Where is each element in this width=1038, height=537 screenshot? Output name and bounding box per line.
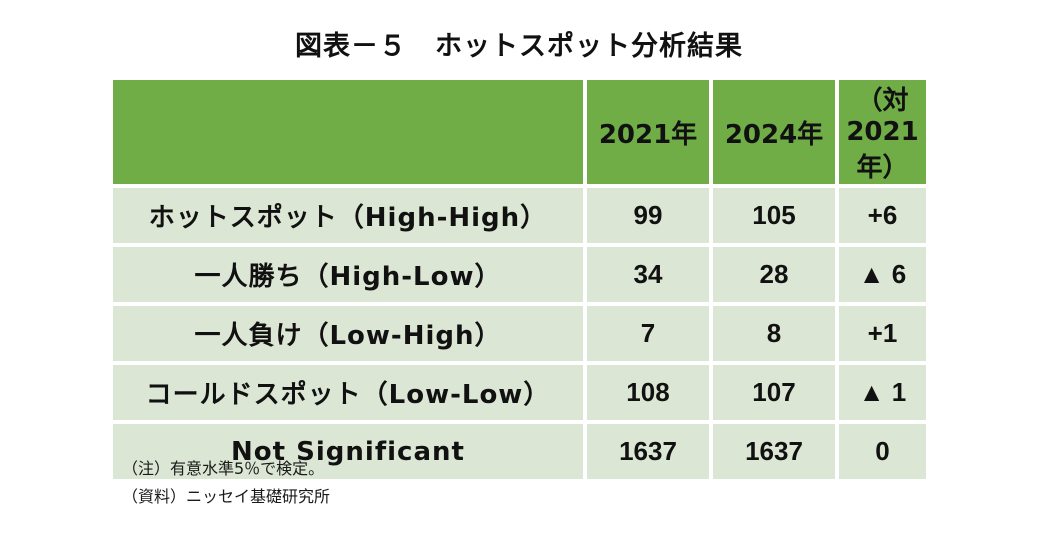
- figure-title: 図表－５ ホットスポット分析結果: [295, 31, 743, 62]
- cell-2021: 7: [587, 306, 709, 361]
- table-row: ホットスポット（High-High） 99 105 +6: [113, 188, 926, 243]
- cell-2024: 1637: [713, 424, 835, 479]
- table-row: 一人負け（Low-High） 7 8 +1: [113, 306, 926, 361]
- row-label: コールドスポット（Low-Low）: [113, 365, 583, 420]
- table-header-row: 2021年 2024年 （対2021年）: [113, 80, 926, 184]
- header-2021: 2021年: [587, 80, 709, 184]
- row-label: Not Significant: [113, 424, 583, 479]
- cell-diff: +6: [839, 188, 926, 243]
- notes-block: （注）有意水準5％で検定。 （資料）ニッセイ基礎研究所: [122, 455, 330, 511]
- cell-2021: 108: [587, 365, 709, 420]
- cell-2021: 99: [587, 188, 709, 243]
- cell-2024: 105: [713, 188, 835, 243]
- cell-2024: 8: [713, 306, 835, 361]
- table-row: Not Significant 1637 1637 0: [113, 424, 926, 479]
- header-label-cell: [113, 80, 583, 184]
- cell-diff: +1: [839, 306, 926, 361]
- table-row: コールドスポット（Low-Low） 108 107 ▲ 1: [113, 365, 926, 420]
- table-row: 一人勝ち（High-Low） 34 28 ▲ 6: [113, 247, 926, 302]
- source-note: （資料）ニッセイ基礎研究所: [122, 487, 331, 506]
- header-2024: 2024年: [713, 80, 835, 184]
- cell-diff: 0: [839, 424, 926, 479]
- cell-2021: 1637: [587, 424, 709, 479]
- header-diff: （対2021年）: [839, 80, 926, 184]
- row-label: ホットスポット（High-High）: [113, 188, 583, 243]
- results-table: 2021年 2024年 （対2021年） ホットスポット（High-High） …: [109, 76, 930, 483]
- cell-diff: ▲ 1: [839, 365, 926, 420]
- row-label: 一人勝ち（High-Low）: [113, 247, 583, 302]
- cell-2024: 107: [713, 365, 835, 420]
- cell-2024: 28: [713, 247, 835, 302]
- significance-note: （注）有意水準5％で検定。: [122, 459, 325, 478]
- row-label: 一人負け（Low-High）: [113, 306, 583, 361]
- cell-2021: 34: [587, 247, 709, 302]
- cell-diff: ▲ 6: [839, 247, 926, 302]
